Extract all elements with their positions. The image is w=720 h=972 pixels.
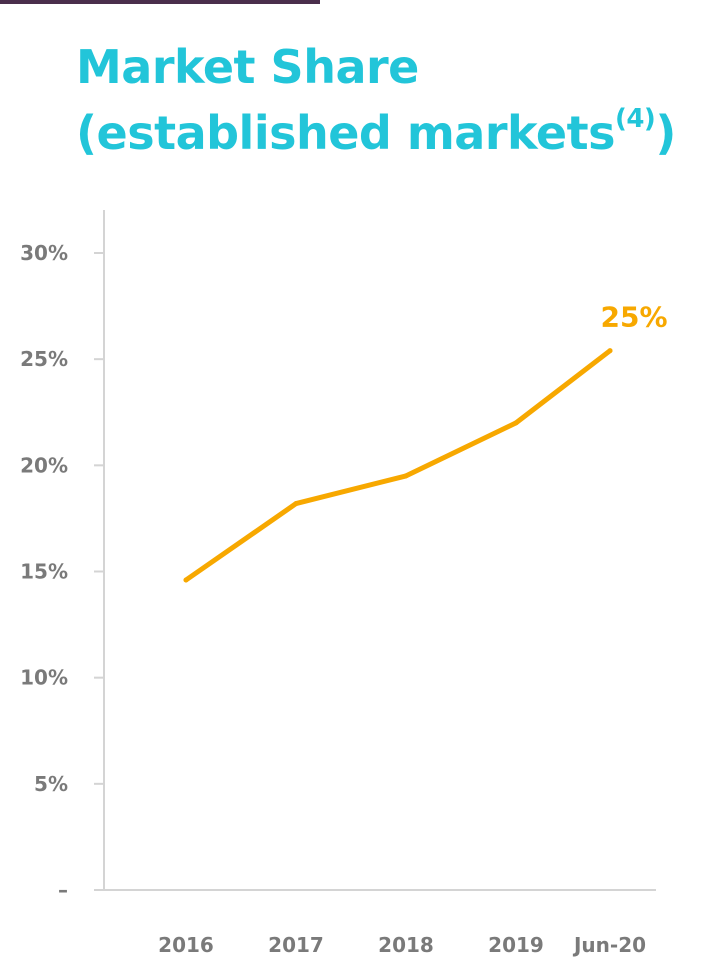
y-tick-label: 15% — [20, 560, 68, 584]
y-tick-label: 25% — [20, 347, 68, 371]
x-tick-label: 2016 — [158, 933, 214, 957]
title-footnote-marker: (4) — [614, 104, 656, 134]
line-chart: – 5% 10% 15% 20% 25% 30% 2016 2017 2018 2019 Jun-2… — [20, 210, 668, 957]
series-line — [183, 348, 613, 583]
title-line-1: Market Share — [76, 40, 419, 94]
y-axis: – 5% 10% 15% 20% 25% 30% — [20, 210, 105, 902]
title-line-2-text: (established markets — [76, 106, 615, 160]
series-point — [513, 420, 519, 426]
data-labels: 25% — [600, 301, 667, 334]
chart-title: Market Share (established markets(4)) — [76, 34, 716, 166]
title-line-2-close: ) — [655, 106, 676, 160]
x-tick-label: 2019 — [488, 933, 544, 957]
x-axis: 2016 2017 2018 2019 Jun-20 — [104, 889, 656, 957]
series-point — [607, 348, 613, 354]
x-tick-label: 2018 — [378, 933, 434, 957]
series-point — [183, 577, 189, 583]
y-tick-label: 20% — [20, 453, 68, 477]
y-tick-label: 30% — [20, 241, 68, 265]
x-tick-label: Jun-20 — [572, 933, 646, 957]
series — [183, 348, 613, 583]
y-tick-label: 5% — [34, 772, 68, 796]
x-tick-label: 2017 — [268, 933, 324, 957]
top-rule — [0, 0, 720, 4]
series-point — [403, 473, 409, 479]
series-point — [293, 501, 299, 507]
data-label: 25% — [600, 301, 667, 334]
y-tick-label: 10% — [20, 666, 68, 690]
y-tick-label: – — [58, 878, 68, 902]
title-line-2: (established markets(4)) — [76, 100, 716, 166]
